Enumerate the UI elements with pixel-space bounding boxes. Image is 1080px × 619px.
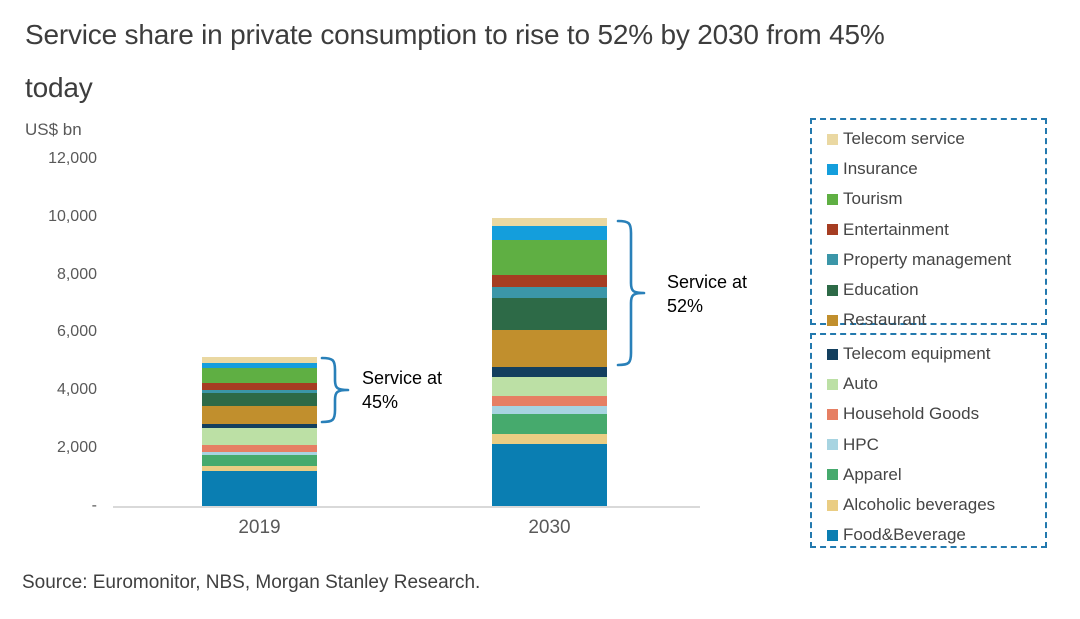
x-axis-line [113,506,700,508]
legend-swatch-education [827,284,838,296]
legend-label-telecom-service: Telecom service [843,129,965,149]
stacked-bar-2019 [202,356,317,506]
bar-segment-entertainment [202,383,317,391]
chart-title-line1: Service share in private consumption to … [25,19,885,50]
bar-segment-telecom-equipment [492,367,607,377]
legend-item-auto: Auto [827,369,1045,399]
bar-segment-entertainment [492,274,607,287]
bar-segment-hpc [492,405,607,415]
bar-segment-auto [492,376,607,396]
legend-item-food-beverage: Food&Beverage [827,520,1045,550]
bar-segment-tourism [202,367,317,384]
bar-segment-telecom-service [492,218,607,226]
legend-item-tourism: Tourism [827,184,1045,214]
legend-item-household-goods: Household Goods [827,399,1045,429]
legend-item-restaurant: Restaurant [827,305,1045,335]
service-share-annotation-2019: Service at 45% [362,368,443,412]
bar-segment-telecom-service [202,356,317,363]
legend-label-tourism: Tourism [843,189,903,209]
source-note: Source: Euromonitor, NBS, Morgan Stanley… [22,572,481,593]
bar-segment-property-management [202,390,317,394]
y-tick-4-000: 4,000 [56,381,97,399]
legend-item-entertainment: Entertainment [827,215,1045,245]
bar-segment-apparel [492,414,607,435]
legend-swatch-household-goods [827,408,838,420]
bar-segment-alcoholic-beverages [492,434,607,444]
legend-item-telecom-equipment: Telecom equipment [827,339,1045,369]
y-tick-10-000: 10,000 [48,207,97,225]
stacked-bar-2030 [492,218,607,506]
bar-segment-insurance [202,362,317,368]
x-axis-label-2030: 2030 [528,517,571,538]
y-tick-2-000: 2,000 [56,439,97,457]
legend-item-education: Education [827,275,1045,305]
y-tick-8-000: 8,000 [56,265,97,283]
legend-label-insurance: Insurance [843,159,918,179]
y-tick-: - [91,496,97,514]
legend-item-alcoholic-beverages: Alcoholic beverages [827,490,1045,520]
legend-label-household-goods: Household Goods [843,404,980,424]
y-axis-unit-label: US$ bn [25,120,82,139]
legend-swatch-alcoholic-beverages [827,499,838,511]
bar-segment-telecom-equipment [202,424,317,429]
legend-swatch-property-management [827,254,838,266]
chart-title: Service share in private consumption to … [25,8,1065,114]
legend-label-apparel: Apparel [843,464,902,484]
legend-label-restaurant: Restaurant [843,310,927,330]
brace-2030-path [616,219,646,367]
legend-swatch-telecom-equipment [827,348,838,360]
legend-label-entertainment: Entertainment [843,219,949,239]
bar-segment-education [202,393,317,407]
legend-item-telecom-service: Telecom service [827,124,1045,154]
bar-segment-food-beverage [492,443,607,506]
legend-label-hpc: HPC [843,434,879,454]
curly-brace-2030 [616,219,646,367]
legend-swatch-hpc [827,439,838,451]
legend-swatch-apparel [827,469,838,481]
legend-item-hpc: HPC [827,430,1045,460]
legend-label-alcoholic-beverages: Alcoholic beverages [843,495,996,515]
legend-swatch-tourism [827,193,838,205]
brace-2019-path [320,356,350,424]
y-tick-12-000: 12,000 [48,150,97,167]
bar-segment-alcoholic-beverages [202,466,317,471]
legend-label-property-management: Property management [843,249,1012,269]
bar-segment-hpc [202,451,317,456]
legend-swatch-insurance [827,163,838,175]
legend-swatch-telecom-service [827,133,838,145]
bar-segment-food-beverage [202,470,317,506]
bar-segment-tourism [492,240,607,275]
legend-swatch-restaurant [827,314,838,326]
legend-group-services: Telecom service Insurance Tourism Entertain… [810,118,1047,329]
chart-title-line2: today [25,72,93,103]
curly-brace-2019 [320,356,350,424]
service-share-annotation-2030: Service at 52% [667,272,748,316]
legend-item-property-management: Property management [827,245,1045,275]
legend-label-auto: Auto [843,374,878,394]
bar-segment-household-goods [492,395,607,406]
bar-segment-apparel [202,455,317,467]
bar-segment-restaurant [492,329,607,368]
legend-group-goods: Telecom equipment Auto Household Goods HPC A… [810,333,1047,548]
legend-label-telecom-equipment: Telecom equipment [843,344,991,364]
legend-item-apparel: Apparel [827,460,1045,490]
legend-item-insurance: Insurance [827,154,1045,184]
legend-swatch-auto [827,378,838,390]
bar-segment-household-goods [202,445,317,452]
legend-swatch-food-beverage [827,529,838,541]
x-axis-label-2019: 2019 [238,517,281,538]
legend-label-food-beverage: Food&Beverage [843,525,966,545]
legend-label-education: Education [843,280,919,300]
bar-segment-property-management [492,286,607,298]
legend-swatch-entertainment [827,224,838,236]
bar-segment-insurance [492,225,607,241]
bar-segment-restaurant [202,406,317,425]
bar-segment-education [492,297,607,330]
y-tick-6-000: 6,000 [56,323,97,341]
bar-segment-auto [202,428,317,446]
